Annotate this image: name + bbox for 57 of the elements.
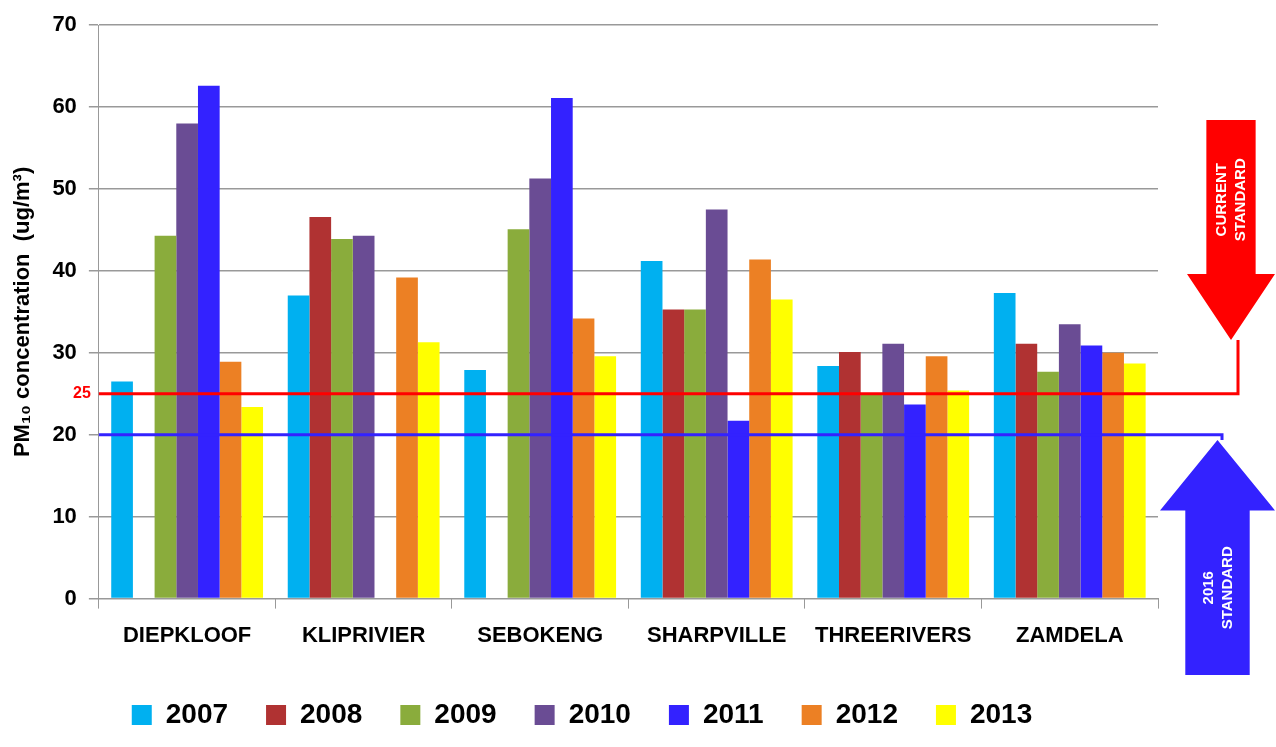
bar — [154, 235, 177, 598]
bar — [705, 209, 728, 598]
y-tick-label: 30 — [52, 338, 77, 364]
bar — [507, 229, 530, 598]
bar — [640, 261, 663, 598]
x-tick-label: SEBOKENG — [477, 621, 604, 647]
y-tick-label: 70 — [52, 11, 77, 37]
bar — [529, 178, 552, 598]
bar — [287, 295, 310, 598]
bar — [770, 299, 793, 598]
bar — [839, 352, 861, 598]
bar — [417, 342, 440, 598]
bar — [176, 123, 198, 598]
y-tick-label: 50 — [52, 175, 77, 201]
x-tick-label: THREERIVERS — [814, 621, 972, 647]
legend-label: 2013 — [969, 697, 1033, 729]
bar — [594, 356, 617, 598]
bar — [1123, 363, 1146, 598]
bar — [331, 239, 353, 598]
bar — [662, 309, 685, 598]
bar — [1102, 352, 1124, 598]
legend-label: 2011 — [702, 697, 764, 729]
bar — [241, 406, 264, 598]
bar — [219, 361, 242, 598]
bar — [1015, 343, 1038, 598]
x-tick-label: DIEPKLOOF — [122, 621, 252, 647]
bar — [111, 381, 133, 598]
bar — [882, 343, 905, 598]
legend-label: 2007 — [165, 697, 229, 729]
y-tick-label: 10 — [52, 502, 77, 528]
bar — [309, 216, 332, 598]
bar — [464, 370, 486, 598]
bar — [1058, 324, 1081, 598]
bar — [860, 393, 883, 598]
bar — [947, 390, 970, 598]
bar — [684, 309, 706, 598]
bar — [749, 259, 771, 598]
legend-label: 2010 — [568, 697, 631, 729]
bar — [1037, 371, 1059, 598]
legend-label: 2008 — [300, 697, 363, 729]
y-tick-label: 20 — [52, 420, 77, 446]
bar — [572, 318, 595, 598]
bar — [925, 356, 948, 598]
bar — [993, 293, 1016, 598]
x-tick-label: SHARPVILLE — [647, 621, 787, 647]
y-tick-label: 0 — [64, 584, 77, 610]
bar — [817, 365, 839, 598]
y-tick-label: 60 — [52, 93, 77, 119]
x-tick-label: KLIPRIVIER — [301, 621, 426, 647]
x-tick-label: ZAMDELA — [1015, 621, 1124, 647]
legend-label: 2012 — [835, 697, 898, 729]
y-axis-title: PM₁₀ concentration (ug/m³) — [9, 166, 35, 458]
bar — [352, 235, 375, 598]
legend-label: 2009 — [434, 697, 497, 729]
y-tick-label: 40 — [52, 257, 77, 283]
bar — [396, 277, 418, 598]
ref-line-label: 25 — [73, 384, 91, 402]
